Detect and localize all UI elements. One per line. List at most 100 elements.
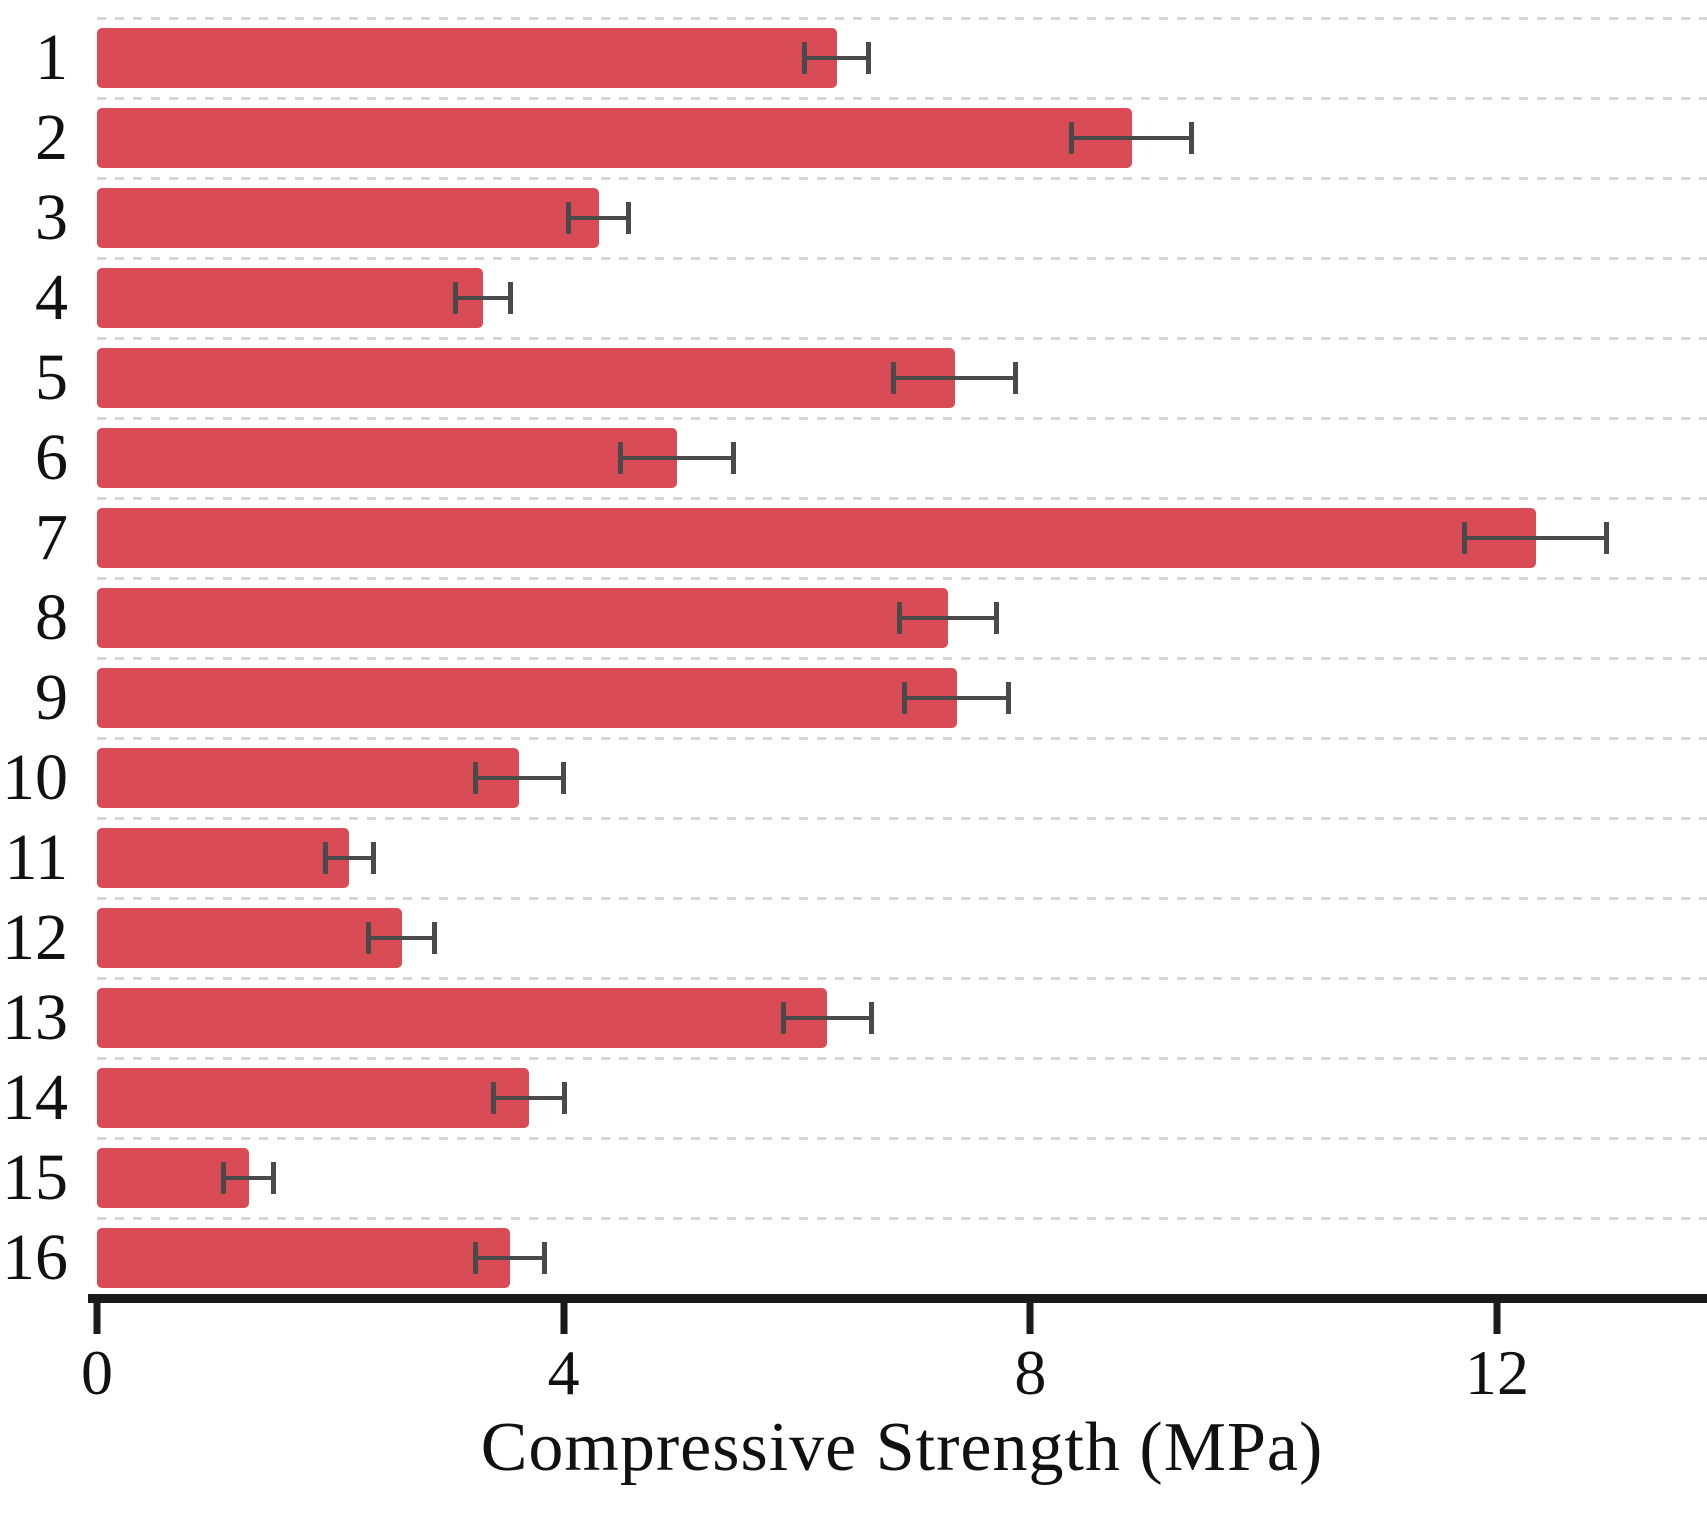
- error-bar-cap-right: [432, 922, 438, 954]
- bar: [97, 1228, 510, 1288]
- x-axis-tick: [1493, 1303, 1501, 1334]
- error-bar-cap-left: [890, 362, 896, 394]
- error-bar-cap-left: [490, 1082, 496, 1114]
- bar: [97, 108, 1132, 168]
- gridline: [97, 577, 1707, 580]
- error-bar-line: [898, 616, 997, 620]
- gridline: [97, 257, 1707, 260]
- error-bar-line: [492, 1096, 565, 1100]
- gridline: [97, 977, 1707, 980]
- gridline: [97, 1137, 1707, 1140]
- bar: [97, 748, 520, 808]
- bar: [97, 348, 955, 408]
- gridline: [97, 897, 1707, 900]
- gridline: [97, 97, 1707, 100]
- bar: [97, 28, 837, 88]
- y-axis-label: 16: [2, 1221, 68, 1294]
- bar: [97, 428, 677, 488]
- gridline: [97, 737, 1707, 740]
- error-bar-cap-right: [271, 1162, 277, 1194]
- error-bar-line: [223, 1176, 275, 1180]
- bar: [97, 988, 828, 1048]
- error-bar-line: [475, 1256, 545, 1260]
- error-bar-cap-left: [1069, 122, 1075, 154]
- x-axis-tick-label: 4: [547, 1337, 580, 1408]
- error-bar-cap-right: [625, 202, 631, 234]
- error-bar-cap-left: [902, 682, 908, 714]
- x-axis-tick-label: 0: [81, 1337, 113, 1408]
- bar-row: [97, 817, 1707, 898]
- bar: [97, 828, 349, 888]
- y-axis-label: 5: [35, 341, 68, 414]
- gridline: [97, 177, 1707, 180]
- y-axis-labels: 1 2 3 4 5 6 7 8 9 10 11 12 13 14 15 16: [0, 18, 80, 1298]
- y-axis-label: 14: [2, 1061, 68, 1134]
- error-bar-line: [1464, 536, 1607, 540]
- y-axis-label: 4: [35, 261, 68, 334]
- error-bar-line: [619, 456, 734, 460]
- bar-row: [97, 657, 1707, 738]
- y-axis-label: 1: [35, 21, 68, 94]
- error-bar-cap-left: [566, 202, 572, 234]
- error-bar-cap-left: [781, 1002, 786, 1034]
- error-bar-cap-left: [617, 442, 623, 474]
- error-bar-cap-left: [473, 1242, 478, 1274]
- bar-row: [97, 337, 1707, 418]
- error-bar-cap-left: [473, 762, 478, 794]
- error-bar-cap-right: [1006, 682, 1012, 714]
- y-axis-label: 15: [2, 1141, 68, 1214]
- x-axis-line: [88, 1294, 1707, 1303]
- bar-row: [97, 897, 1707, 978]
- x-axis-tick: [1026, 1303, 1034, 1334]
- bar-row: [97, 257, 1707, 338]
- y-axis-label: 7: [35, 501, 68, 574]
- bar-row: [97, 737, 1707, 818]
- bar: [97, 1068, 529, 1128]
- bar-row: [97, 977, 1707, 1058]
- bar-row: [97, 497, 1707, 578]
- error-bar-cap-right: [561, 1082, 567, 1114]
- error-bar-cap-right: [868, 1002, 874, 1034]
- gridline: [97, 1217, 1707, 1220]
- error-bar-cap-right: [370, 842, 376, 874]
- bar-row: [97, 1137, 1707, 1218]
- gridline: [97, 1057, 1707, 1060]
- error-bar-cap-right: [508, 282, 514, 314]
- bar-row: [97, 97, 1707, 178]
- error-bar-cap-left: [322, 842, 328, 874]
- gridline: [97, 497, 1707, 500]
- y-axis-label: 6: [35, 421, 68, 494]
- y-axis-label: 11: [4, 821, 68, 894]
- bar: [97, 588, 948, 648]
- error-bar-line: [455, 296, 512, 300]
- bar-row: [97, 17, 1707, 98]
- plot-area: [97, 17, 1707, 1298]
- bar-row: [97, 577, 1707, 658]
- bar-row: [97, 1057, 1707, 1138]
- y-axis-label: 12: [2, 901, 68, 974]
- x-axis-tick: [93, 1303, 101, 1334]
- error-bar-cap-right: [560, 762, 566, 794]
- bar: [97, 668, 957, 728]
- error-bar-cap-right: [1603, 522, 1609, 554]
- y-axis-label: 10: [2, 741, 68, 814]
- error-bar-line: [892, 376, 1017, 380]
- error-bar-cap-right: [542, 1242, 547, 1274]
- error-bar-cap-right: [993, 602, 999, 634]
- y-axis-label: 13: [2, 981, 68, 1054]
- x-axis-tick-label: 12: [1465, 1337, 1529, 1408]
- gridline: [97, 337, 1707, 340]
- x-axis-title: Compressive Strength (MPa): [480, 1409, 1324, 1486]
- error-bar-line: [783, 1016, 872, 1020]
- error-bar-cap-left: [1462, 522, 1468, 554]
- error-bar-line: [904, 696, 1010, 700]
- error-bar-cap-left: [365, 922, 371, 954]
- error-bar-cap-left: [221, 1162, 226, 1194]
- error-bar-cap-right: [1189, 122, 1195, 154]
- error-bar-cap-right: [866, 42, 872, 74]
- error-bar-line: [568, 216, 629, 220]
- y-axis-label: 9: [35, 661, 68, 734]
- gridline: [97, 417, 1707, 420]
- error-bar-line: [475, 776, 564, 780]
- error-bar-line: [367, 936, 436, 940]
